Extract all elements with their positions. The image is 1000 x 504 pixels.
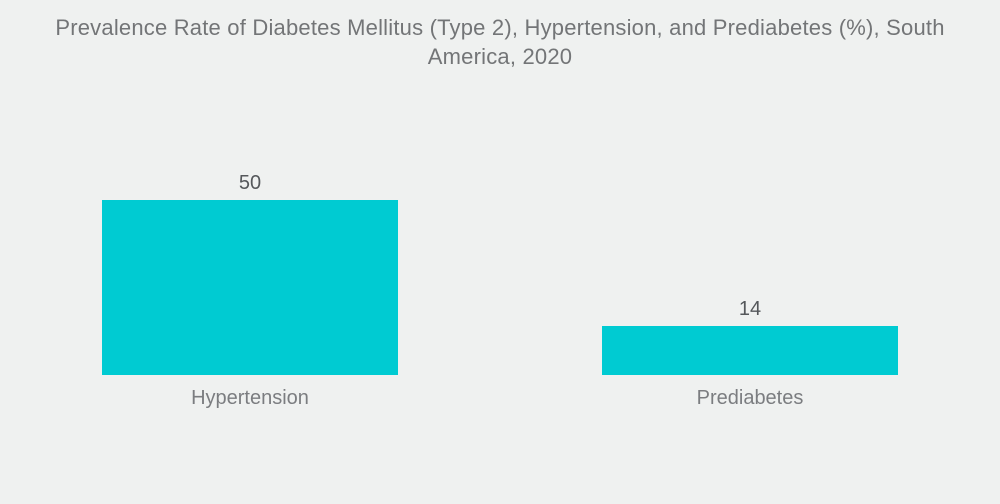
bar-group: 50 Hypertension: [0, 172, 500, 412]
bar-category-label: Prediabetes: [696, 387, 804, 409]
bar-category-label: Hypertension: [191, 387, 309, 409]
bar: [602, 326, 898, 375]
bar-value-label: 14: [738, 298, 762, 320]
bar: [102, 200, 398, 375]
bar-group: 14 Prediabetes: [500, 298, 1000, 412]
bar-value-label: 50: [238, 172, 262, 194]
chart-title: Prevalence Rate of Diabetes Mellitus (Ty…: [55, 15, 945, 69]
chart-area: 50 Hypertension 14 Prediabetes: [0, 172, 1000, 412]
